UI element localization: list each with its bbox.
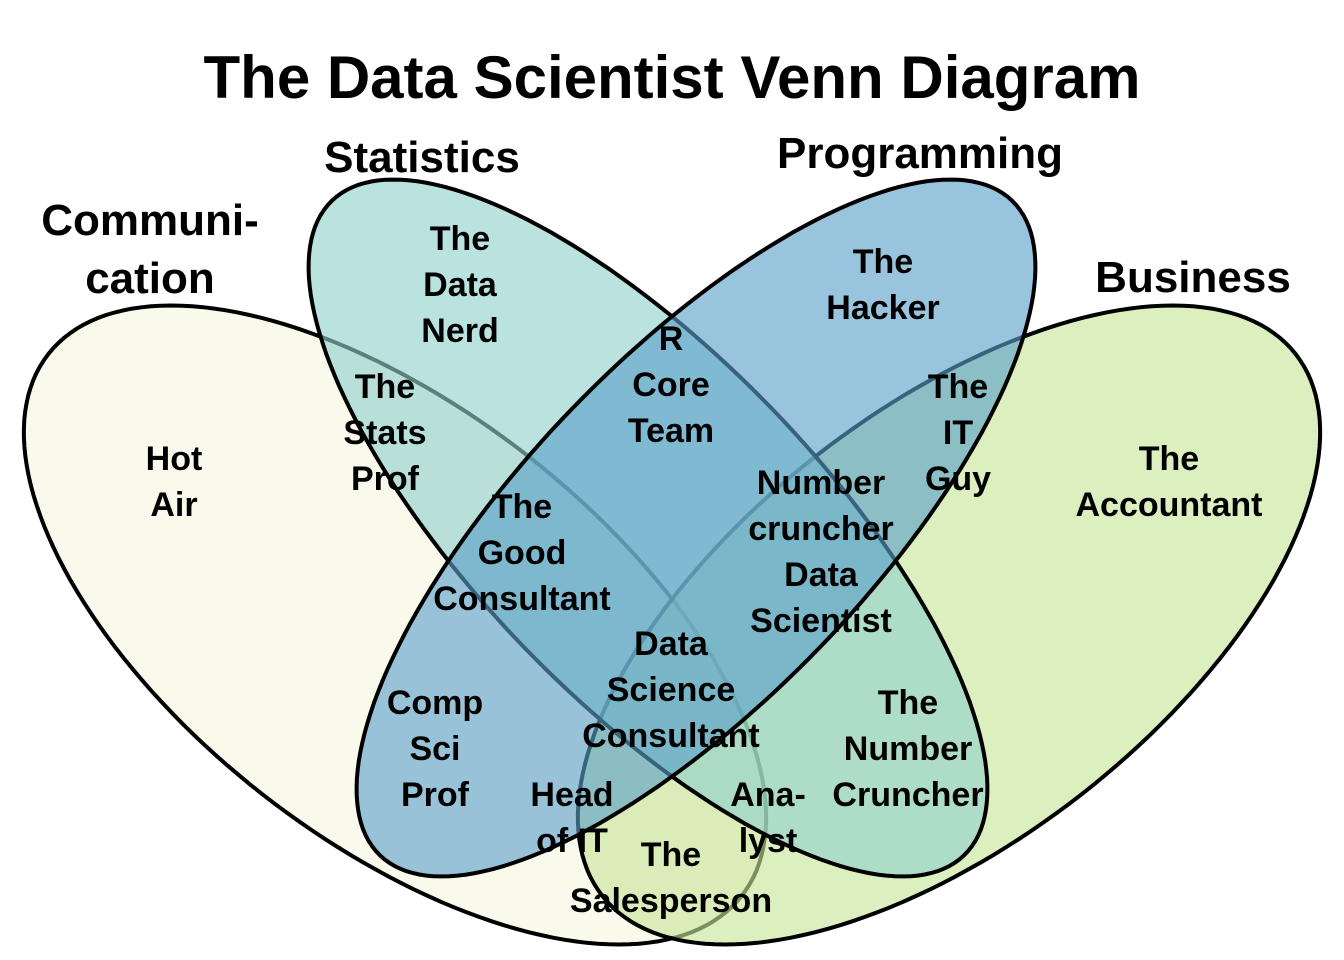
set-label-programming-line: Programming [777, 129, 1063, 178]
region-label-accountant: The Accountant [1076, 440, 1263, 524]
region-label-number-cruncher-data-scientist: Number cruncher Data Scientist [748, 464, 894, 640]
region-label-good-consultant-line: Consultant [433, 580, 611, 618]
region-label-stats-prof-line: Stats [343, 414, 426, 452]
region-label-number-cruncher-line: The [878, 684, 938, 722]
region-label-comp-sci-prof-line: Sci [409, 730, 460, 768]
region-label-good-consultant-line: Good [478, 534, 567, 572]
region-label-data-science-consultant-line: Consultant [582, 717, 760, 755]
region-label-salesperson-line: The [641, 836, 701, 874]
region-label-data-science-consultant-line: Science [607, 671, 736, 709]
set-label-communication-line: Communi- [41, 196, 259, 245]
region-label-number-cruncher-data-scientist-line: Data [784, 556, 859, 594]
region-label-hacker-line: The [853, 243, 913, 281]
region-label-it-guy-line: Guy [925, 460, 991, 498]
set-label-communication: Communi-cation [41, 196, 259, 303]
region-label-hot-air: Hot Air [146, 440, 203, 524]
region-label-comp-sci-prof-line: Comp [387, 684, 483, 722]
region-label-hacker-line: Hacker [826, 289, 939, 327]
region-label-r-core-team-line: Team [628, 412, 714, 450]
region-label-head-of-it-line: of IT [536, 822, 608, 860]
region-label-accountant-line: The [1139, 440, 1199, 478]
region-label-it-guy-line: IT [943, 414, 973, 452]
region-label-data-science-consultant-line: Data [634, 625, 709, 663]
ellipse-programming [354, 177, 1038, 879]
region-label-data-nerd-line: Data [423, 266, 498, 304]
region-label-stats-prof-line: The [355, 368, 415, 406]
set-label-communication-line: cation [85, 254, 215, 303]
set-label-programming: Programming [777, 129, 1063, 178]
region-label-it-guy: The IT Guy [925, 368, 991, 498]
region-label-analyst-line: lyst [739, 822, 798, 860]
region-label-hot-air-line: Hot [146, 440, 203, 478]
set-label-statistics: Statistics [324, 133, 520, 182]
region-label-data-nerd-line: The [430, 220, 490, 258]
region-label-analyst: Ana-lyst [730, 776, 806, 860]
region-label-head-of-it: Head of IT [530, 776, 613, 860]
region-label-comp-sci-prof: Comp Sci Prof [387, 684, 483, 814]
region-label-head-of-it-line: Head [530, 776, 613, 814]
region-label-number-cruncher-data-scientist-line: cruncher [748, 510, 894, 548]
region-label-salesperson-line: Salesperson [570, 882, 772, 920]
region-label-it-guy-line: The [928, 368, 988, 406]
region-label-good-consultant: The Good Consultant [433, 488, 611, 618]
region-label-comp-sci-prof-line: Prof [401, 776, 470, 814]
set-label-statistics-line: Statistics [324, 133, 520, 182]
region-label-data-nerd: The Data Nerd [421, 220, 498, 350]
diagram-title: The Data Scientist Venn Diagram [204, 44, 1141, 111]
region-label-number-cruncher: The Number Cruncher [832, 684, 983, 814]
region-label-analyst-line: Ana- [730, 776, 806, 814]
region-label-accountant-line: Accountant [1076, 486, 1263, 524]
region-label-hacker: The Hacker [826, 243, 939, 327]
region-label-stats-prof-line: Prof [351, 460, 420, 498]
region-label-number-cruncher-line: Cruncher [832, 776, 983, 814]
region-label-number-cruncher-data-scientist-line: Number [757, 464, 885, 502]
region-label-hot-air-line: Air [150, 486, 197, 524]
region-label-salesperson: The Salesperson [570, 836, 772, 920]
region-label-stats-prof: The Stats Prof [343, 368, 426, 498]
region-label-r-core-team: R Core Team [628, 320, 714, 450]
region-label-r-core-team-line: Core [632, 366, 709, 404]
region-label-data-science-consultant: Data Science Consultant [582, 625, 760, 755]
region-label-number-cruncher-line: Number [844, 730, 972, 768]
set-label-business-line: Business [1095, 253, 1291, 302]
set-label-business: Business [1095, 253, 1291, 302]
region-label-good-consultant-line: The [492, 488, 552, 526]
region-label-data-nerd-line: Nerd [421, 312, 498, 350]
region-label-number-cruncher-data-scientist-line: Scientist [750, 602, 892, 640]
region-label-r-core-team-line: R [659, 320, 684, 358]
